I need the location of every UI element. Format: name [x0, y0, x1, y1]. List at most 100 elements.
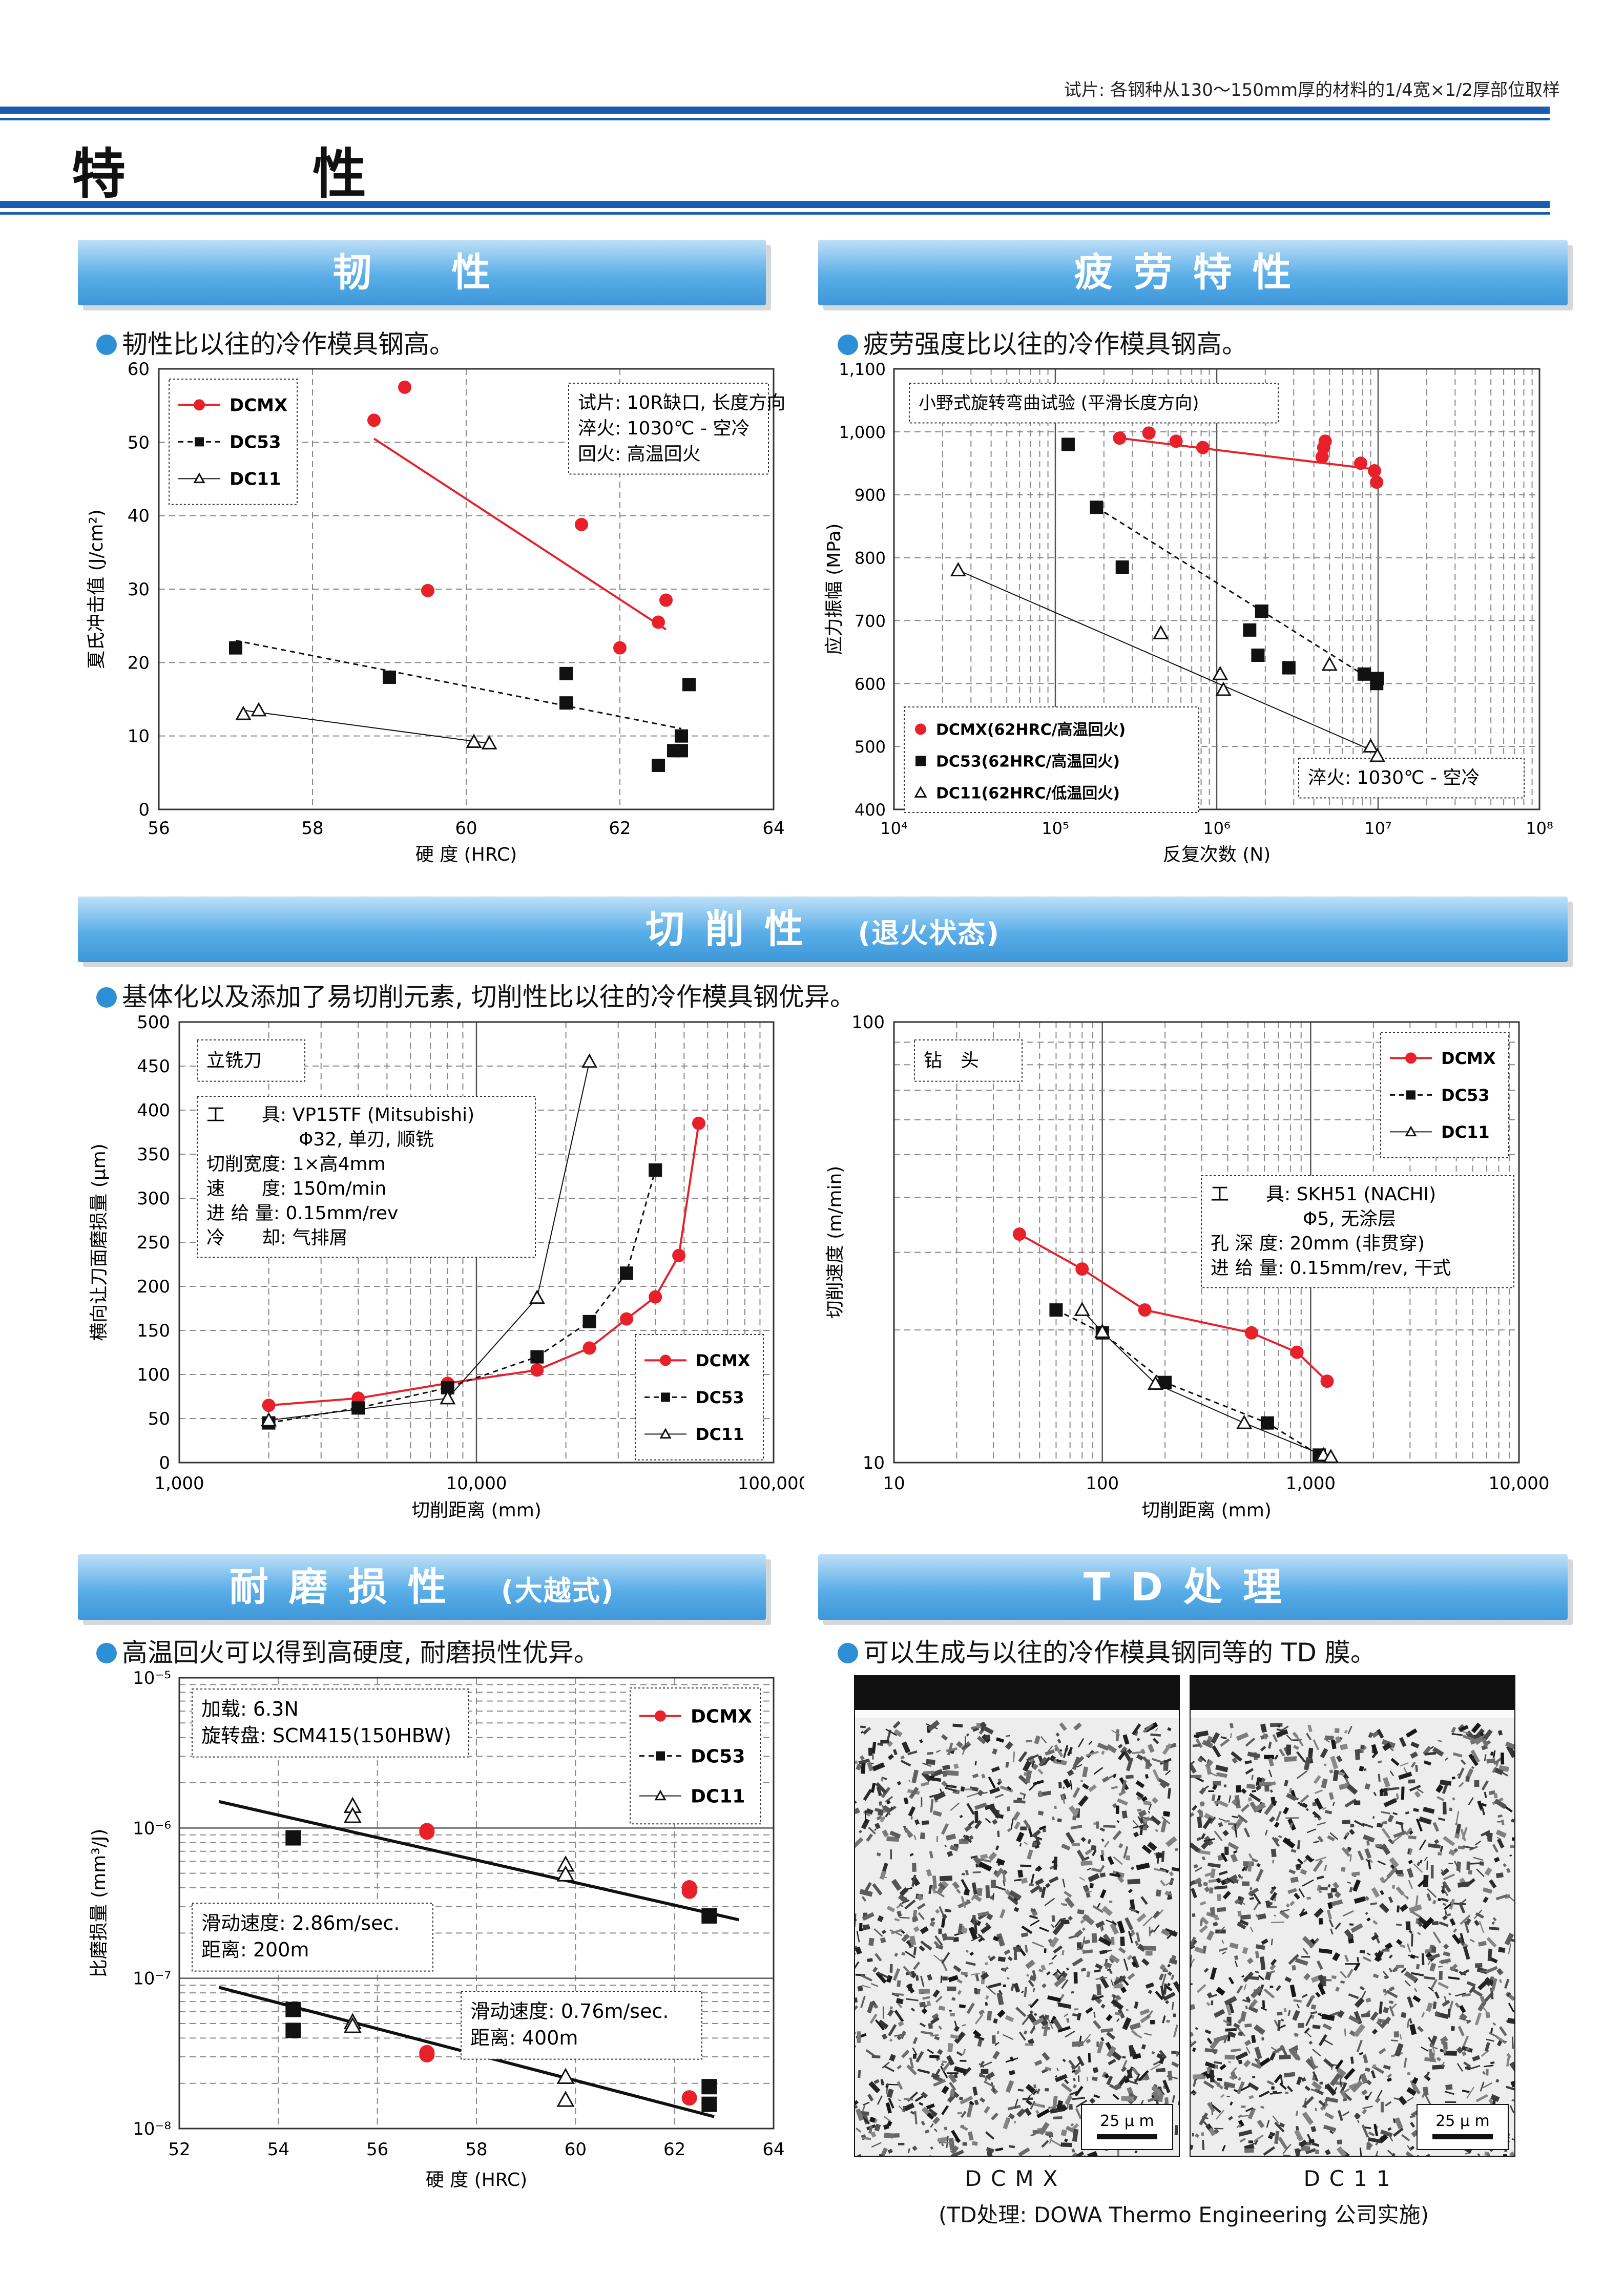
y-tick-label: 700: [855, 611, 886, 631]
dc11-micrograph-grain: [1312, 2025, 1321, 2029]
dcmx-micrograph-grain: [976, 1888, 983, 1896]
dcmx-micrograph-grain: [1027, 1849, 1033, 1860]
legend-label: DC11: [1441, 1122, 1490, 1142]
dcmx-micrograph-grain: [1088, 1784, 1097, 1792]
dc11-micrograph-grain: [1391, 2039, 1398, 2042]
dc11-micrograph-grain: [1238, 2130, 1253, 2137]
dc11-micrograph-grain: [1281, 1725, 1289, 1731]
dc11-micrograph-grain: [1327, 1892, 1334, 1899]
dcmx-micrograph-grain: [915, 2051, 924, 2063]
dc11-micrograph-grain: [1445, 2091, 1454, 2095]
dc11-micrograph-grain: [1484, 2065, 1494, 2068]
dcmx-micrograph-grain: [1060, 1903, 1065, 1906]
dcmx-micrograph-grain: [863, 1729, 868, 1735]
dc11-micrograph-grain: [1337, 2010, 1345, 2018]
dcmx-micrograph-grain: [950, 2150, 964, 2156]
dc11-micrograph-grain: [1323, 2039, 1333, 2046]
dc11-micrograph-grain: [1329, 1832, 1339, 1840]
dcmx-micrograph-grain: [914, 2111, 918, 2124]
dcmx-micrograph-grain: [1158, 1973, 1164, 1981]
dcmx-micrograph-grain: [855, 1807, 861, 1814]
dc11-micrograph-grain: [1381, 1811, 1390, 1815]
dc11-micrograph-grain: [1393, 2031, 1400, 2038]
test-condition-box: [568, 383, 769, 475]
dc11-micrograph-grain: [1484, 1791, 1487, 1798]
dc11-micrograph-grain: [1218, 1823, 1222, 1826]
dc11-micrograph-grain: [1389, 1857, 1399, 1868]
dcmx-micrograph-grain: [889, 1830, 901, 1839]
dc11-micrograph-grain: [1313, 1775, 1321, 1784]
dc11-micrograph-grain: [1497, 1730, 1503, 1736]
dcmx-micrograph-grain: [1032, 1763, 1038, 1770]
dc11-micrograph-grain: [1344, 1848, 1350, 1853]
dcmx-micrograph-grain: [1042, 2104, 1045, 2108]
y-tick-label: 500: [855, 737, 886, 757]
dc11-micrograph-grain: [1232, 1816, 1239, 1819]
dc11-micrograph-grain: [1406, 2087, 1417, 2096]
dcmx-micrograph-grain: [985, 1985, 996, 1995]
dcmx-micrograph-grain: [1072, 2084, 1077, 2089]
dc11-micrograph-grain: [1448, 1863, 1453, 1864]
dcmx-micrograph-grain: [1091, 1845, 1097, 1851]
dcmx-micrograph-grain: [942, 2060, 947, 2063]
dcmx-micrograph-grain: [1092, 1905, 1104, 1913]
dc11-micrograph-grain: [1366, 1917, 1371, 1922]
dc11-micrograph-grain: [1439, 1971, 1443, 1980]
dc11-micrograph-grain: [1469, 1845, 1478, 1851]
dcmx-micrograph-grain: [977, 1933, 985, 1941]
dcmx-micrograph-grain: [865, 2049, 875, 2057]
dc11-micrograph-grain: [1290, 1849, 1297, 1853]
dcmx-micrograph-grain: [872, 1967, 878, 1973]
dcmx-micrograph-grain: [858, 2070, 861, 2078]
dcmx-micrograph-grain: [984, 1803, 995, 1810]
dcmx-micrograph-grain: [1032, 2026, 1036, 2030]
dcmx-micrograph-grain: [1136, 1913, 1147, 1923]
dcmx-micrograph-grain: [905, 1951, 916, 1958]
dc11-micrograph-grain: [1212, 2049, 1217, 2055]
bullet-icon: [96, 987, 117, 1008]
dc11-micrograph-grain: [1195, 2027, 1198, 2030]
dc11-micrograph-grain: [1240, 1914, 1251, 1920]
dcmx-micrograph-grain: [934, 2068, 941, 2078]
dcmx-micrograph-grain: [1034, 1878, 1044, 1886]
y-tick-label: 100: [851, 1012, 885, 1033]
dcmx-micrograph-grain: [876, 1971, 887, 1984]
dc11-micrograph-grain: [1305, 2032, 1312, 2038]
dc11-micrograph-grain: [1389, 2006, 1395, 2017]
dc11-micrograph-grain: [1241, 1788, 1247, 1794]
dcmx-micrograph-grain: [992, 2051, 1000, 2060]
dcmx-micrograph-grain: [1027, 2038, 1035, 2045]
dc11-micrograph-grain: [1247, 1752, 1261, 1759]
dc11-micrograph-grain: [1377, 1728, 1384, 1739]
dc11-micrograph-grain: [1408, 1929, 1413, 1934]
y-tick-label: 60: [128, 359, 150, 380]
dcmx-micrograph-grain: [894, 1993, 904, 1996]
dc11-micrograph-grain: [1341, 1867, 1346, 1872]
dc11-micrograph-grain: [1378, 1760, 1382, 1764]
dcmx-micrograph-grain: [949, 2089, 955, 2097]
dc11-micrograph-grain: [1315, 1992, 1321, 1998]
y-tick-label: 1,000: [839, 423, 886, 442]
dc11-micrograph-grain: [1509, 2105, 1514, 2113]
dcmx-micrograph-grain: [1142, 1756, 1153, 1767]
dcmx-micrograph-grain: [886, 2083, 899, 2086]
data-point: [530, 1350, 544, 1364]
dc11-micrograph-grain: [1325, 1735, 1334, 1740]
dcmx-micrograph-grain: [1113, 1975, 1127, 1986]
dc11-micrograph-grain: [1241, 1866, 1246, 1872]
dcmx-micrograph-grain: [929, 1921, 935, 1927]
y-axis-label: 夏氏冲击值 (J/cm²): [86, 509, 107, 669]
dcmx-micrograph-grain: [1150, 2020, 1155, 2025]
dcmx-micrograph-grain: [903, 2102, 915, 2112]
dc11-micrograph-grain: [1330, 1756, 1339, 1769]
dc11-micrograph-grain: [1411, 1910, 1421, 1918]
dc11-micrograph-grain: [1362, 1956, 1371, 1962]
dc11-micrograph-grain: [1449, 1807, 1452, 1811]
dc11-micrograph-grain: [1191, 2144, 1194, 2150]
dcmx-micrograph-grain: [867, 2001, 875, 2014]
dcmx-micrograph-grain: [1169, 1871, 1174, 1877]
dcmx-micrograph-grain: [1166, 2019, 1170, 2023]
dcmx-micrograph-grain: [997, 1781, 1002, 1785]
dcmx-micrograph-grain: [993, 2018, 998, 2024]
dcmx-micrograph-grain: [1054, 1805, 1057, 1809]
